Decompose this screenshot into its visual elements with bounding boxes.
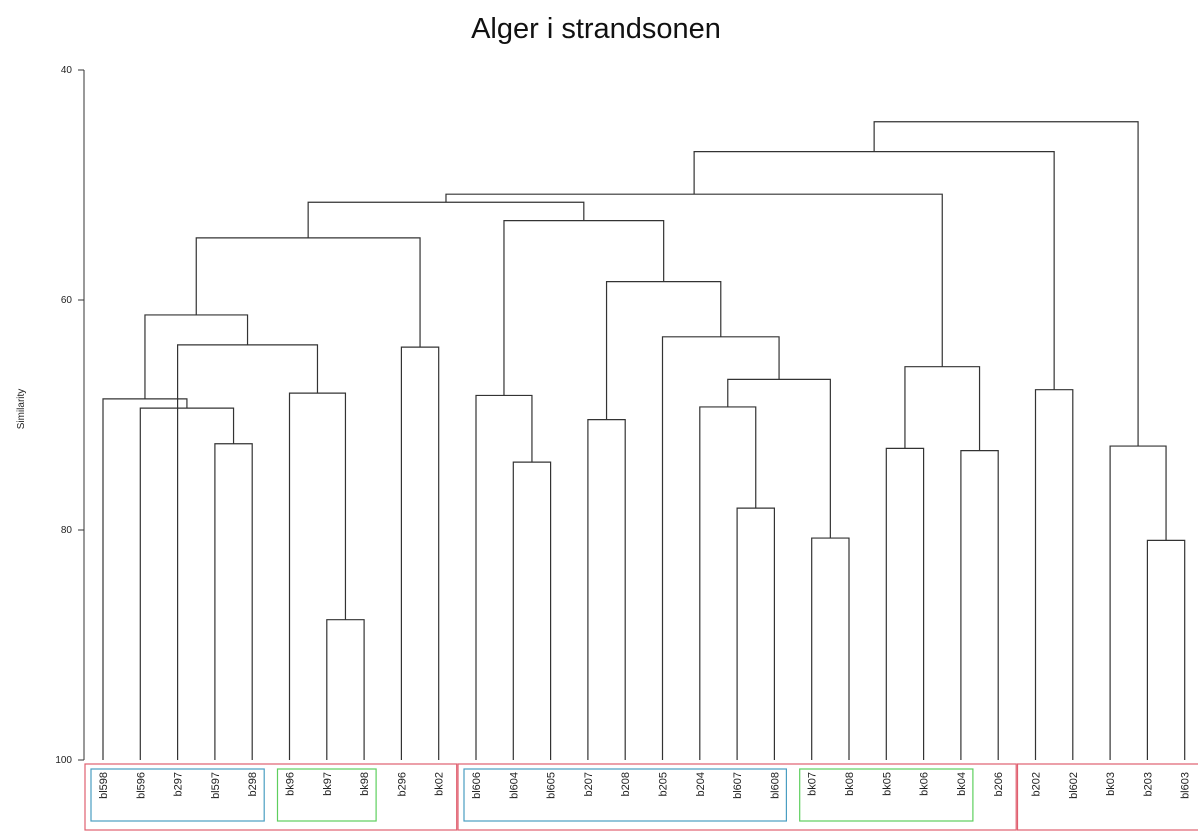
y-tick-label: 60 <box>61 295 73 306</box>
dendrogram-link <box>661 336 780 760</box>
leaf-label: bk04 <box>956 772 968 796</box>
dendrogram-link <box>503 220 665 396</box>
cluster-box-outer <box>457 763 1017 831</box>
leaf-label: bk97 <box>322 772 334 796</box>
dendrogram-link <box>102 398 188 760</box>
chart-title: Alger i strandsonen <box>471 13 721 45</box>
leaf-label: bk08 <box>844 772 856 796</box>
leaf-label: b206 <box>993 772 1005 796</box>
y-axis-ticks: 40 60 80 100 <box>55 65 84 766</box>
y-axis-label: Similarity <box>16 389 27 430</box>
dendrogram-link <box>811 537 850 760</box>
dendrogram-link <box>960 450 999 760</box>
leaf-label: bl607 <box>732 772 744 799</box>
cluster-box-inner <box>799 768 974 822</box>
dendrogram-link <box>214 443 253 760</box>
dendrogram-links <box>102 121 1186 760</box>
leaf-label: bl605 <box>546 772 558 799</box>
dendrogram-link <box>177 344 319 760</box>
dendrogram-link <box>512 461 552 760</box>
leaf-labels: bl598 bl596 b297 bl597 b298 bk96 bk97 bk98 b296 b… <box>98 772 1192 799</box>
leaf-label: bk05 <box>881 772 893 796</box>
leaf-label: b203 <box>1142 772 1154 796</box>
dendrogram-link <box>400 346 440 760</box>
leaf-label: bl602 <box>1068 772 1080 799</box>
cluster-box-inner <box>463 768 787 822</box>
dendrogram-link <box>326 619 365 760</box>
dendrogram-link <box>904 366 981 451</box>
leaf-label: b204 <box>695 772 707 796</box>
leaf-label: b297 <box>173 772 185 796</box>
leaf-label: bk98 <box>359 772 371 796</box>
dendrogram-link <box>699 406 757 760</box>
dendrogram-link <box>693 151 1055 390</box>
leaf-label: bl603 <box>1180 772 1192 799</box>
leaf-label: bl596 <box>135 772 147 799</box>
dendrogram-link <box>885 447 925 760</box>
leaf-label: b202 <box>1031 772 1043 796</box>
leaf-label: b205 <box>658 772 670 796</box>
y-tick-label: 80 <box>61 525 73 536</box>
y-tick-label: 40 <box>61 65 73 76</box>
leaf-label: bl606 <box>471 772 483 799</box>
dendrogram-link <box>195 237 421 348</box>
leaf-label: bl608 <box>769 772 781 799</box>
dendrogram-link <box>727 378 831 539</box>
dendrogram-link <box>605 281 722 420</box>
leaf-label: bk96 <box>285 772 297 796</box>
dendrogram-link <box>587 419 626 760</box>
leaf-label: b298 <box>247 772 259 796</box>
dendrogram-link <box>1146 539 1186 760</box>
leaf-label: bk03 <box>1105 772 1117 796</box>
dendrogram-link <box>288 392 347 760</box>
dendrogram-link <box>475 394 533 760</box>
y-tick-label: 100 <box>55 755 72 766</box>
leaf-label: bl597 <box>210 772 222 799</box>
leaf-label: bk07 <box>807 772 819 796</box>
cluster-boxes <box>84 763 1198 831</box>
leaf-label: b207 <box>583 772 595 796</box>
cluster-box-inner <box>90 768 265 822</box>
leaf-label: b208 <box>620 772 632 796</box>
leaf-label: bl604 <box>508 772 520 799</box>
leaf-label: bk02 <box>434 772 446 796</box>
dendrogram-link <box>144 314 249 399</box>
dendrogram-link <box>736 507 775 760</box>
leaf-label: bk06 <box>919 772 931 796</box>
dendrogram-link <box>139 407 235 760</box>
dendrogram-link <box>1034 389 1074 760</box>
dendrogram-link <box>1109 445 1167 760</box>
cluster-box-inner <box>276 768 377 822</box>
dendrogram-link <box>873 121 1139 447</box>
leaf-label: bl598 <box>98 772 110 799</box>
cluster-box-outer <box>84 763 458 831</box>
leaf-label: b296 <box>396 772 408 796</box>
cluster-box-outer <box>1016 763 1198 831</box>
